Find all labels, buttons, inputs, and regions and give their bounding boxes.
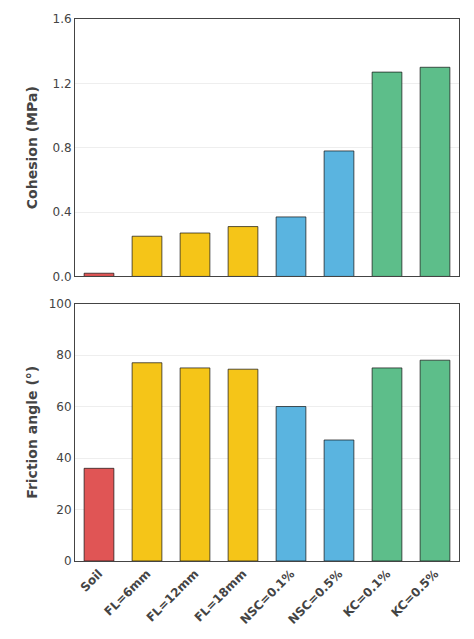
svg-text:Friction angle (°): Friction angle (°): [24, 366, 40, 499]
svg-text:40: 40: [56, 451, 71, 465]
svg-text:1.2: 1.2: [53, 77, 72, 91]
svg-text:Cohesion (MPa): Cohesion (MPa): [24, 86, 40, 209]
svg-text:FL=18mm: FL=18mm: [192, 567, 250, 625]
svg-text:0.4: 0.4: [53, 205, 72, 219]
svg-text:1.6: 1.6: [53, 12, 72, 26]
svg-text:100: 100: [49, 297, 72, 311]
svg-text:KC=0.5%: KC=0.5%: [388, 567, 441, 620]
svg-text:20: 20: [56, 503, 71, 517]
svg-text:Soil: Soil: [78, 567, 106, 595]
svg-text:FL=6mm: FL=6mm: [102, 567, 154, 619]
svg-text:0: 0: [64, 554, 72, 568]
svg-text:0.8: 0.8: [53, 141, 72, 155]
svg-text:FL=12mm: FL=12mm: [144, 567, 202, 625]
svg-text:KC=0.1%: KC=0.1%: [340, 567, 393, 620]
svg-text:0.0: 0.0: [53, 270, 72, 284]
svg-text:NSC=0.1%: NSC=0.1%: [237, 567, 297, 627]
svg-text:60: 60: [56, 400, 71, 414]
svg-text:80: 80: [56, 348, 71, 362]
svg-text:NSC=0.5%: NSC=0.5%: [285, 567, 345, 627]
